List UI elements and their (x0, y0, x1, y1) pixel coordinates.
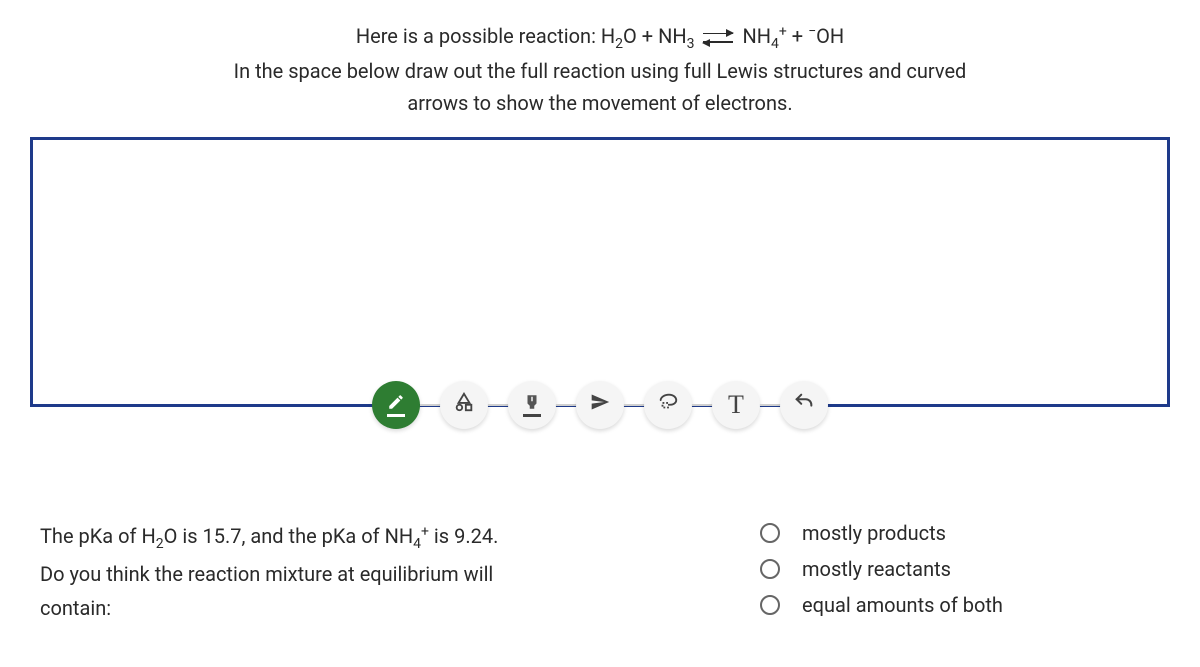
shapes-icon (453, 391, 475, 419)
equilibrium-arrow-icon (703, 30, 733, 46)
fu-line3: contain: (40, 596, 111, 620)
drawing-toolbar: T (30, 381, 1170, 429)
option-equal-amounts[interactable]: equal amounts of both (760, 593, 1160, 617)
option-label: mostly products (802, 521, 946, 545)
fu-c: is 9.24. (429, 524, 498, 548)
text-tool-button[interactable]: T (712, 381, 760, 429)
fu-sup: + (421, 524, 429, 540)
fu-a: The pKa of H (40, 524, 156, 548)
toolbar-connector (556, 404, 576, 406)
product1-base: NH (742, 24, 771, 48)
reactant2-base: NH (658, 24, 687, 48)
toolbar-connector (488, 404, 508, 406)
highlighter-icon (523, 393, 541, 417)
reaction-equation: Here is a possible reaction: H2O + NH3 N… (30, 20, 1170, 55)
lasso-tool-button[interactable] (644, 381, 692, 429)
instruction-line-2: In the space below draw out the full rea… (30, 55, 1170, 87)
undo-tool-button[interactable] (780, 381, 828, 429)
answer-options: mostly products mostly reactants equal a… (760, 519, 1160, 625)
reactant1-suffix: O (623, 24, 637, 48)
drawing-canvas[interactable] (30, 137, 1170, 407)
pointer-icon (590, 392, 610, 418)
q-prefix: Here is a possible reaction: (356, 24, 601, 48)
fu-sub1: 2 (156, 536, 164, 552)
toolbar-connector (692, 404, 712, 406)
radio-icon (760, 559, 780, 579)
instruction-line-3: arrows to show the movement of electrons… (30, 87, 1170, 119)
followup-question: The pKa of H2O is 15.7, and the pKa of N… (40, 519, 660, 625)
reactant2-sub: 3 (687, 36, 695, 52)
pen-tool-button[interactable] (372, 381, 420, 429)
radio-icon (760, 523, 780, 543)
fu-b: O is 15.7, and the pKa of NH (164, 524, 414, 548)
highlighter-tool-button[interactable] (508, 381, 556, 429)
fu-line2: Do you think the reaction mixture at equ… (40, 562, 493, 586)
product1-sub: 4 (771, 36, 779, 52)
product1-sup: + (779, 23, 787, 39)
product2-base: OH (816, 24, 844, 48)
option-mostly-reactants[interactable]: mostly reactants (760, 557, 1160, 581)
pointer-tool-button[interactable] (576, 381, 624, 429)
followup-section: The pKa of H2O is 15.7, and the pKa of N… (30, 519, 1170, 625)
product2-sup: − (808, 23, 816, 39)
question-header: Here is a possible reaction: H2O + NH3 N… (30, 20, 1170, 119)
option-label: equal amounts of both (802, 593, 1003, 617)
radio-icon (760, 595, 780, 615)
text-icon: T (728, 390, 744, 420)
option-mostly-products[interactable]: mostly products (760, 521, 1160, 545)
plus2: + (787, 24, 808, 48)
shapes-tool-button[interactable] (440, 381, 488, 429)
lasso-icon (657, 391, 679, 419)
toolbar-connector (420, 404, 440, 406)
option-label: mostly reactants (802, 557, 951, 581)
fu-sub2: 4 (413, 536, 421, 552)
toolbar-connector (624, 404, 644, 406)
plus1: + (637, 24, 658, 48)
reactant1-sub: 2 (615, 36, 623, 52)
undo-icon (793, 391, 815, 419)
toolbar-connector (760, 404, 780, 406)
pen-icon (387, 393, 405, 417)
reactant1-base: H (601, 24, 615, 48)
